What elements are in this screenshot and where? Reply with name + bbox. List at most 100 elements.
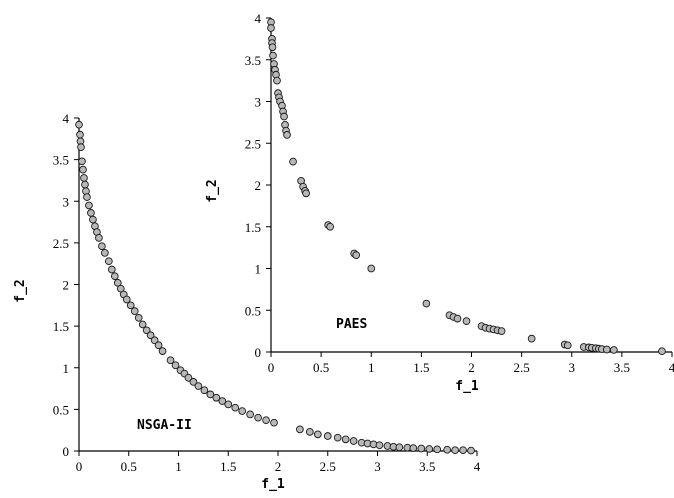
paes-x-axis-label: f_1 bbox=[455, 379, 479, 394]
nsga2-data-point bbox=[425, 445, 434, 453]
paes-y-tick-label: 2.5 bbox=[245, 136, 261, 151]
nsga2-data-point bbox=[122, 295, 131, 304]
nsga2-y-tick-label: 4 bbox=[63, 111, 70, 126]
nsga2-data-point bbox=[395, 443, 404, 452]
paes-plot-background bbox=[270, 12, 674, 354]
nsga2-data-point bbox=[77, 143, 85, 151]
nsga2-method-annotation: NSGA-II bbox=[137, 418, 192, 433]
paes-method-annotation: PAES bbox=[336, 317, 367, 332]
nsga2-data-point bbox=[262, 416, 270, 425]
paes-data-point bbox=[527, 334, 536, 343]
nsga2-y-axis-label: f_2 bbox=[13, 279, 28, 302]
nsga2-data-point bbox=[104, 257, 113, 266]
nsga2-x-axis-label: f_1 bbox=[261, 477, 285, 492]
nsga2-data-point bbox=[80, 174, 88, 182]
nsga2-y-tick-label: 3.5 bbox=[53, 153, 69, 168]
nsga2-data-point bbox=[459, 446, 467, 455]
nsga2-y-tick-label: 0 bbox=[63, 444, 70, 459]
nsga2-x-tick-label: 1.5 bbox=[220, 459, 236, 474]
nsga2-data-point bbox=[206, 390, 215, 399]
paes-panel: 0 0.5 1 1.5 2 2.5 3 3.5 4 0 0.5 1 1.5 2 2.5 3 3.5 4 f_1 f_2… bbox=[205, 11, 674, 394]
nsga2-data-point bbox=[154, 341, 163, 350]
nsga2-x-tick-label: 4 bbox=[474, 459, 481, 474]
nsga2-data-point bbox=[78, 157, 86, 166]
paes-y-tick-label: 4 bbox=[255, 11, 262, 26]
nsga2-data-point bbox=[433, 445, 442, 454]
paes-data-point bbox=[462, 317, 471, 325]
paes-data-point bbox=[267, 24, 275, 32]
nsga2-data-point bbox=[134, 313, 143, 322]
paes-data-point bbox=[283, 131, 291, 139]
nsga2-data-point bbox=[212, 393, 221, 402]
paes-x-tick-label: 3 bbox=[569, 360, 576, 375]
paes-data-point bbox=[497, 327, 506, 335]
paes-y-axis-label: f_2 bbox=[205, 179, 220, 202]
paes-y-tick-label: 1 bbox=[255, 262, 262, 277]
nsga2-data-point bbox=[171, 361, 180, 370]
nsga2-x-tick-label: 1 bbox=[175, 459, 182, 474]
paes-x-tick-label: 4 bbox=[669, 360, 674, 375]
nsga2-data-point bbox=[83, 193, 91, 201]
paes-x-tick-label: 2 bbox=[468, 360, 475, 375]
nsga2-data-point bbox=[296, 425, 304, 434]
nsga2-data-point bbox=[238, 407, 247, 415]
paes-x-tick-label: 1.5 bbox=[413, 360, 429, 375]
nsga2-data-point bbox=[89, 215, 97, 224]
nsga2-x-tick-label: 0.5 bbox=[121, 459, 137, 474]
nsga2-panel: 0 0.5 1 1.5 2 2.5 3 3.5 4 0 0.5 1 1.5 2 2.5 3 3.5 4 f_1 f_2… bbox=[13, 111, 481, 492]
paes-data-point bbox=[302, 189, 310, 198]
paes-data-point bbox=[602, 345, 611, 354]
nsga2-x-tick-label: 3.5 bbox=[419, 459, 435, 474]
nsga2-data-point bbox=[467, 446, 475, 455]
paes-x-tick-label: 3.5 bbox=[614, 360, 630, 375]
nsga2-data-point bbox=[85, 201, 93, 210]
nsga2-data-point bbox=[138, 320, 147, 329]
nsga2-data-point bbox=[443, 445, 452, 454]
nsga2-data-point bbox=[194, 382, 203, 390]
nsga2-y-tick-label: 1 bbox=[63, 361, 70, 376]
nsga2-data-point bbox=[110, 272, 119, 281]
nsga2-x-tick-label: 0 bbox=[76, 459, 83, 474]
nsga2-y-tick-label: 2.5 bbox=[53, 236, 69, 251]
nsga2-data-point bbox=[323, 432, 332, 440]
paes-data-point bbox=[658, 347, 666, 356]
nsga2-data-point bbox=[333, 433, 342, 442]
paes-y-tick-label: 3.5 bbox=[245, 53, 261, 68]
paes-y-tick-label: 0.5 bbox=[245, 303, 261, 318]
paes-y-tick-label: 2 bbox=[255, 178, 262, 193]
nsga2-x-tick-label: 2 bbox=[275, 459, 282, 474]
nsga2-data-point bbox=[146, 331, 155, 340]
nsga2-data-point bbox=[218, 397, 227, 405]
nsga2-data-point bbox=[101, 249, 109, 257]
paes-data-point bbox=[422, 299, 431, 308]
nsga2-data-point bbox=[189, 378, 198, 386]
nsga2-data-point bbox=[184, 373, 193, 382]
paes-data-point bbox=[268, 43, 277, 52]
nsga2-data-point bbox=[142, 326, 151, 335]
paes-data-point bbox=[273, 76, 281, 85]
nsga2-data-point bbox=[313, 430, 322, 439]
nsga2-data-point bbox=[158, 347, 167, 355]
paes-x-tick-label: 1 bbox=[368, 360, 375, 375]
nsga2-data-point bbox=[305, 428, 314, 436]
nsga2-data-point bbox=[224, 400, 233, 409]
nsga2-data-point bbox=[79, 165, 87, 174]
nsga2-data-point bbox=[126, 301, 135, 310]
paes-data-point bbox=[352, 251, 361, 259]
nsga2-data-point bbox=[130, 307, 139, 315]
nsga2-data-point bbox=[409, 444, 418, 452]
paes-x-tick-label: 2.5 bbox=[514, 360, 530, 375]
paes-data-point bbox=[280, 112, 288, 121]
nsga2-data-point bbox=[150, 336, 159, 345]
nsga2-data-point bbox=[417, 444, 426, 453]
nsga2-data-point bbox=[451, 446, 459, 455]
paes-y-tick-label: 3 bbox=[255, 95, 262, 110]
nsga2-data-point bbox=[95, 234, 103, 242]
nsga2-y-tick-label: 2 bbox=[63, 278, 70, 293]
paes-data-point bbox=[453, 314, 462, 323]
paes-data-point bbox=[326, 222, 334, 231]
nsga2-data-point bbox=[98, 242, 106, 251]
nsga2-data-point bbox=[270, 418, 278, 427]
paes-y-tick-label: 1.5 bbox=[245, 220, 261, 235]
paes-data-point bbox=[289, 157, 297, 166]
